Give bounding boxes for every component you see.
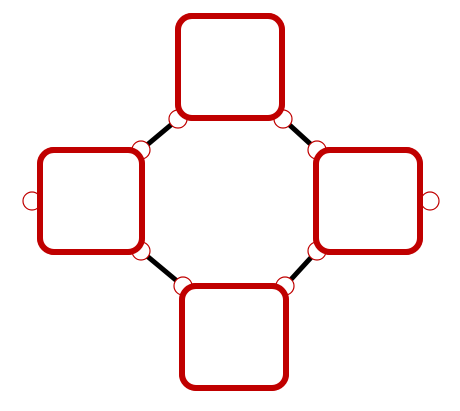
port-right-outer [420,191,440,211]
node-box-front-top [175,13,285,121]
edges-layer [138,116,320,289]
node-box-front-right [313,147,423,255]
node-box-front-left [37,147,145,255]
node-box-front-bottom [179,283,289,391]
